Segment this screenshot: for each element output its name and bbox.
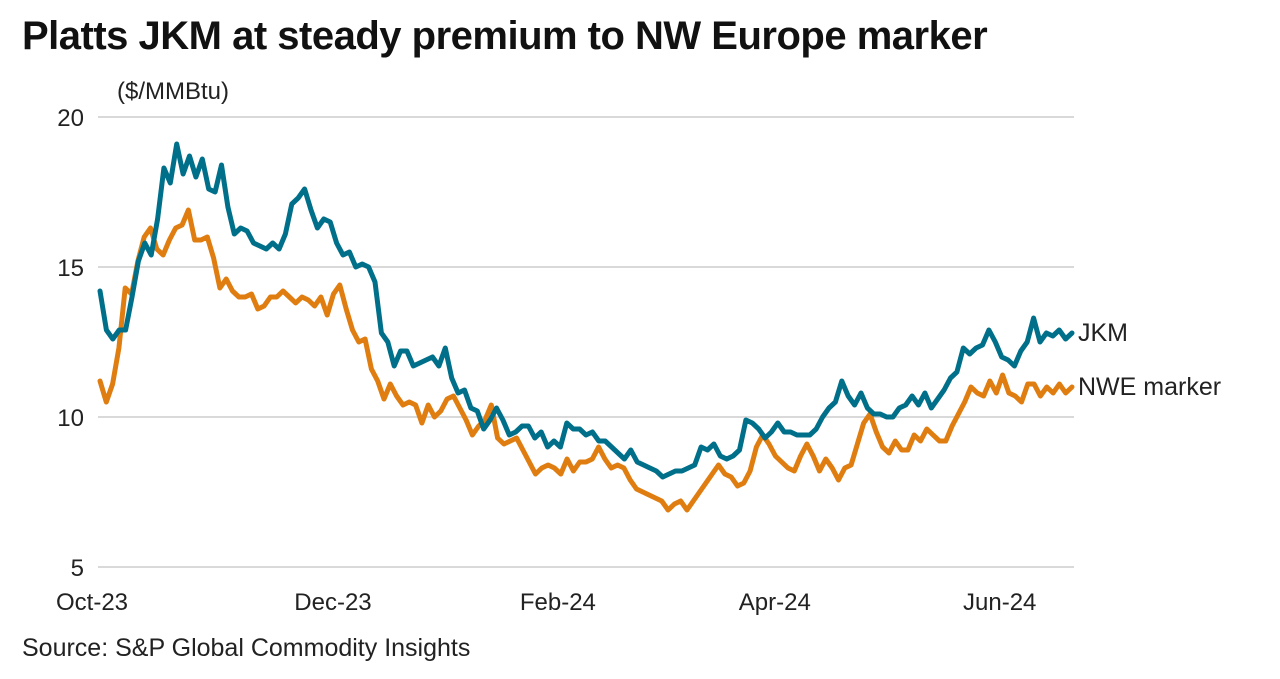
x-tick-label: Dec-23 xyxy=(294,589,371,616)
series-lines xyxy=(97,141,1075,513)
y-axis-ticks: 5 10 15 20 xyxy=(57,105,84,582)
y-axis-unit-label: ($/MMBtu) xyxy=(117,78,230,105)
series-line-nwe-marker xyxy=(97,207,1075,513)
y-tick-label: 5 xyxy=(71,555,84,582)
legend-label-nwe-marker: NWE marker xyxy=(1078,373,1221,401)
chart-title: Platts JKM at steady premium to NW Europ… xyxy=(22,14,988,58)
source-note: Source: S&P Global Commodity Insights xyxy=(22,634,471,662)
y-tick-label: 15 xyxy=(57,255,84,282)
x-axis-ticks: Oct-23 Dec-23 Feb-24 Apr-24 Jun-24 xyxy=(56,589,1036,616)
y-tick-label: 10 xyxy=(57,405,84,432)
legend: JKM NWE marker xyxy=(1078,319,1221,401)
gridlines xyxy=(98,116,1074,568)
x-tick-label: Feb-24 xyxy=(520,589,596,616)
series-line-jkm xyxy=(97,141,1075,480)
legend-label-jkm: JKM xyxy=(1078,319,1128,347)
x-tick-label: Oct-23 xyxy=(56,589,128,616)
x-tick-label: Apr-24 xyxy=(739,589,811,616)
x-tick-label: Jun-24 xyxy=(963,589,1036,616)
y-tick-label: 20 xyxy=(57,105,84,132)
